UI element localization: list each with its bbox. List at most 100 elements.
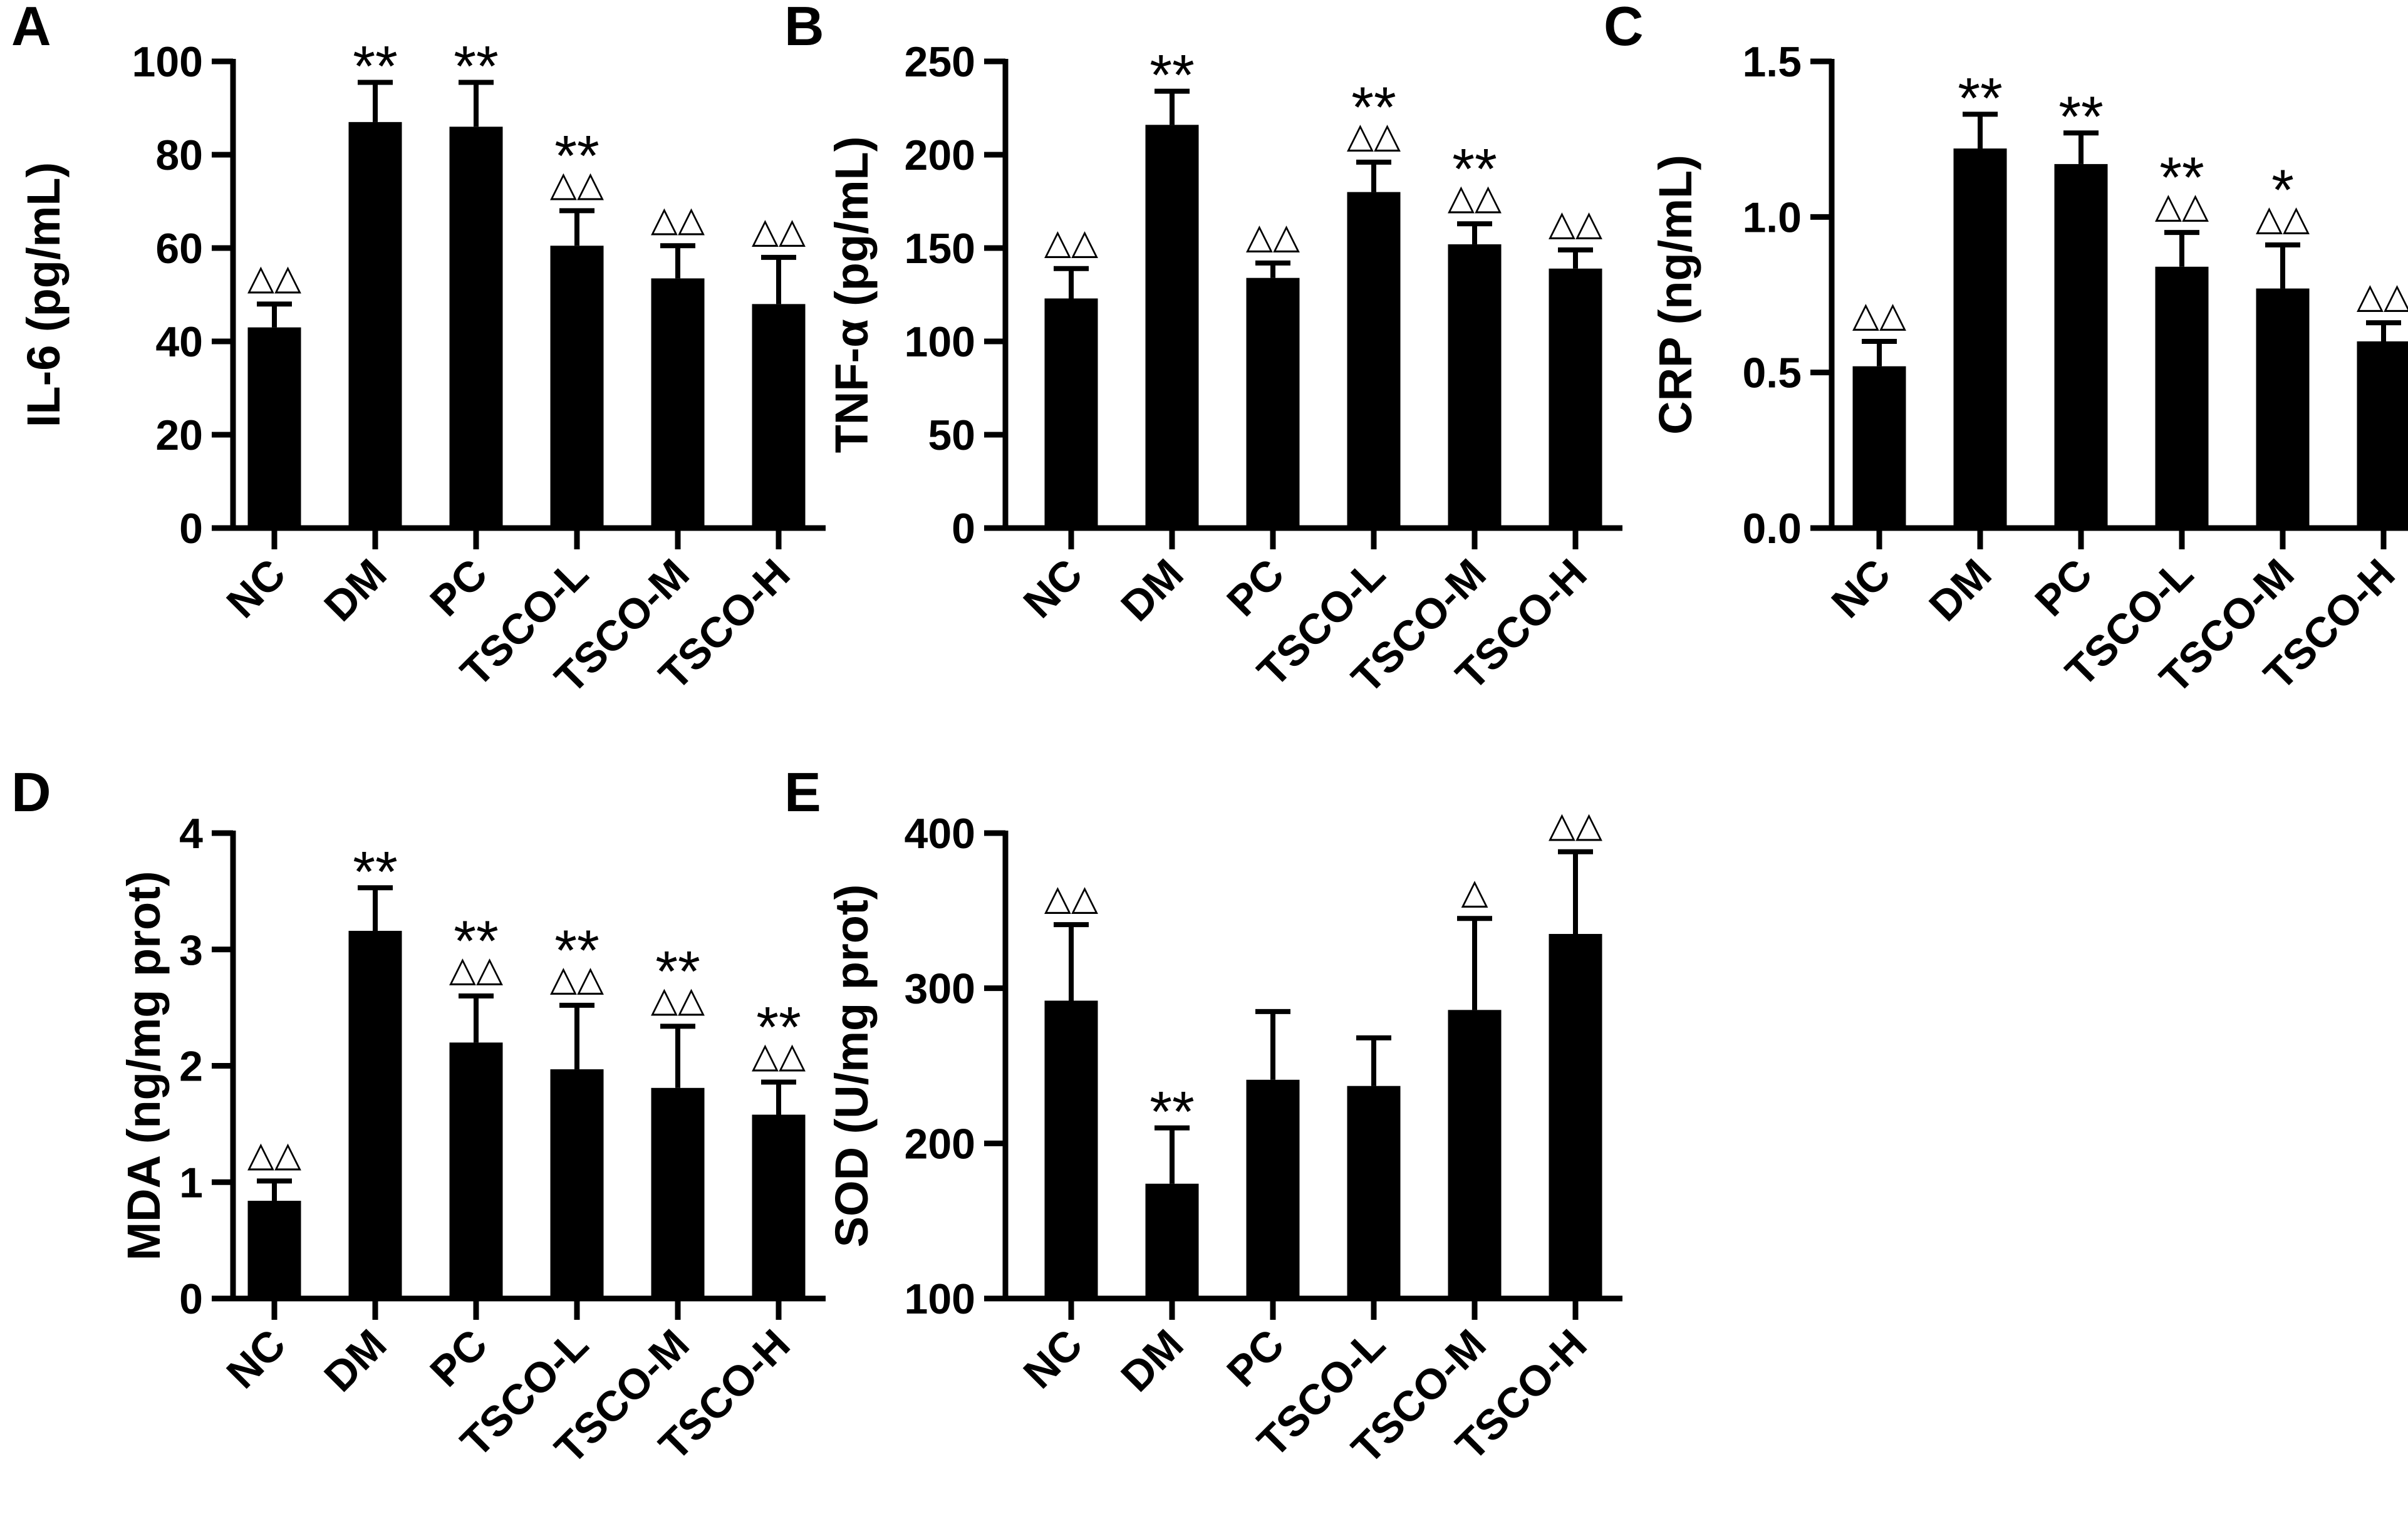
y-tick-label: 50 xyxy=(928,412,975,459)
sig-star-label: ** xyxy=(2159,146,2204,210)
sig-triangle-label: △ xyxy=(1461,871,1488,911)
y-tick-label: 0 xyxy=(179,1275,203,1323)
x-tick-label: DM xyxy=(1112,1320,1193,1401)
sig-triangle-label: △△ xyxy=(550,163,604,203)
bar-tsco-l xyxy=(550,246,604,528)
bar-pc xyxy=(1246,1079,1300,1299)
bar-pc xyxy=(1246,277,1300,528)
bar-pc xyxy=(449,127,503,529)
sig-triangle-label: △△ xyxy=(651,199,705,238)
sig-star-label: ** xyxy=(353,840,398,904)
sig-triangle-label: △△ xyxy=(247,1134,301,1173)
y-tick-label: 80 xyxy=(155,132,203,179)
bar-nc xyxy=(1044,1000,1098,1299)
bar-tsco-h xyxy=(752,304,806,528)
y-tick-label: 250 xyxy=(905,38,975,86)
panel-letter: A xyxy=(11,0,51,57)
y-tick-label: 100 xyxy=(905,1275,975,1323)
y-tick-label: 0.5 xyxy=(1742,350,1802,397)
y-tick-label: 200 xyxy=(905,1120,975,1168)
panel-letter: B xyxy=(784,0,824,57)
sig-triangle-label: △△ xyxy=(1549,805,1602,844)
x-tick-label: PC xyxy=(2026,550,2102,626)
x-tick-label: NC xyxy=(1014,550,1091,627)
y-tick-label: 2 xyxy=(179,1043,203,1091)
panel-letter: E xyxy=(784,761,821,823)
sig-star-label: ** xyxy=(1958,66,2003,130)
y-tick-label: 400 xyxy=(905,810,975,858)
x-tick-label: NC xyxy=(217,1320,294,1397)
panel-a: AIL-6 (pg/mL)020406080100NC△△DM**PC**TSC… xyxy=(11,0,826,702)
bar-tsco-l xyxy=(2155,266,2209,528)
bar-dm xyxy=(348,122,402,529)
bar-tsco-h xyxy=(752,1114,806,1299)
panel-b: B TNF-α (pg/mL) 0 50 100 150 200 250 NC △△ DM ** PC △… xyxy=(784,0,1622,702)
y-tick-label: 40 xyxy=(155,318,203,366)
y-tick-label: 1.5 xyxy=(1742,38,1802,86)
bar-dm xyxy=(348,931,402,1299)
sig-triangle-label: △△ xyxy=(752,210,806,250)
x-tick-label: PC xyxy=(421,1320,497,1396)
y-tick-label: 0.0 xyxy=(1742,505,1802,552)
sig-triangle-label: △△ xyxy=(1347,115,1401,155)
bar-nc xyxy=(1044,298,1098,528)
bar-tsco-m xyxy=(651,278,705,528)
sig-star-label: ** xyxy=(554,919,599,983)
sig-triangle-label: △△ xyxy=(1448,177,1502,216)
sig-triangle-label: △△ xyxy=(2256,198,2310,237)
sig-star-label: ** xyxy=(1150,1081,1195,1144)
bar-tsco-m xyxy=(1448,1010,1502,1299)
sig-triangle-label: △△ xyxy=(1044,222,1098,261)
bar-tsco-l xyxy=(1347,1086,1401,1299)
x-tick-label: PC xyxy=(1218,550,1294,626)
sig-triangle-label: △△ xyxy=(651,979,705,1019)
panel-letter: D xyxy=(11,761,51,823)
bar-dm xyxy=(1953,148,2007,529)
y-tick-label: 1 xyxy=(179,1159,203,1206)
y-axis-label: SOD (U/mg prot) xyxy=(826,884,878,1248)
x-tick-label: DM xyxy=(315,550,396,631)
bar-tsco-m xyxy=(2256,288,2310,528)
sig-star-label: ** xyxy=(756,996,801,1060)
y-tick-label: 3 xyxy=(179,926,203,974)
sig-triangle-label: △△ xyxy=(2357,276,2408,315)
sig-star-label: ** xyxy=(1150,44,1195,108)
x-tick-label: DM xyxy=(315,1320,396,1401)
sig-triangle-label: △△ xyxy=(1549,203,1602,242)
x-tick-label: PC xyxy=(421,550,497,626)
bar-tsco-l xyxy=(550,1069,604,1299)
panel-letter: C xyxy=(1604,0,1644,57)
x-tick-label: DM xyxy=(1112,550,1193,631)
y-axis-label: CRP (ng/mL) xyxy=(1649,155,1701,435)
sig-star-label: ** xyxy=(454,910,499,973)
bar-tsco-m xyxy=(1448,244,1502,528)
bar-tsco-m xyxy=(651,1087,705,1299)
sig-star-label: ** xyxy=(655,940,700,1003)
bar-tsco-l xyxy=(1347,192,1401,529)
y-tick-label: 1.0 xyxy=(1742,194,1802,241)
bar-pc xyxy=(2054,163,2108,528)
y-axis-label: TNF-α (pg/mL) xyxy=(826,137,878,454)
sig-star-label: ** xyxy=(454,35,499,99)
y-tick-label: 100 xyxy=(132,38,203,86)
sig-triangle-label: △△ xyxy=(1044,878,1098,917)
sig-star-label: ** xyxy=(554,124,599,188)
sig-triangle-label: △△ xyxy=(550,958,604,998)
sig-triangle-label: △△ xyxy=(752,1035,806,1075)
bar-nc xyxy=(247,327,301,528)
y-tick-label: 300 xyxy=(905,965,975,1013)
x-tick-label: NC xyxy=(1822,550,1899,627)
sig-triangle-label: △△ xyxy=(1246,216,1300,256)
sig-star-label: ** xyxy=(2058,85,2104,149)
bar-tsco-h xyxy=(1549,268,1602,528)
bar-tsco-h xyxy=(1549,933,1602,1299)
y-tick-label: 20 xyxy=(155,412,203,459)
y-axis-label: IL-6 (pg/mL) xyxy=(18,162,70,427)
x-tick-label: NC xyxy=(1014,1320,1091,1397)
sig-triangle-label: △△ xyxy=(247,257,301,296)
x-tick-label: NC xyxy=(217,550,294,627)
bar-tsco-h xyxy=(2357,341,2408,528)
y-tick-label: 150 xyxy=(905,225,975,272)
